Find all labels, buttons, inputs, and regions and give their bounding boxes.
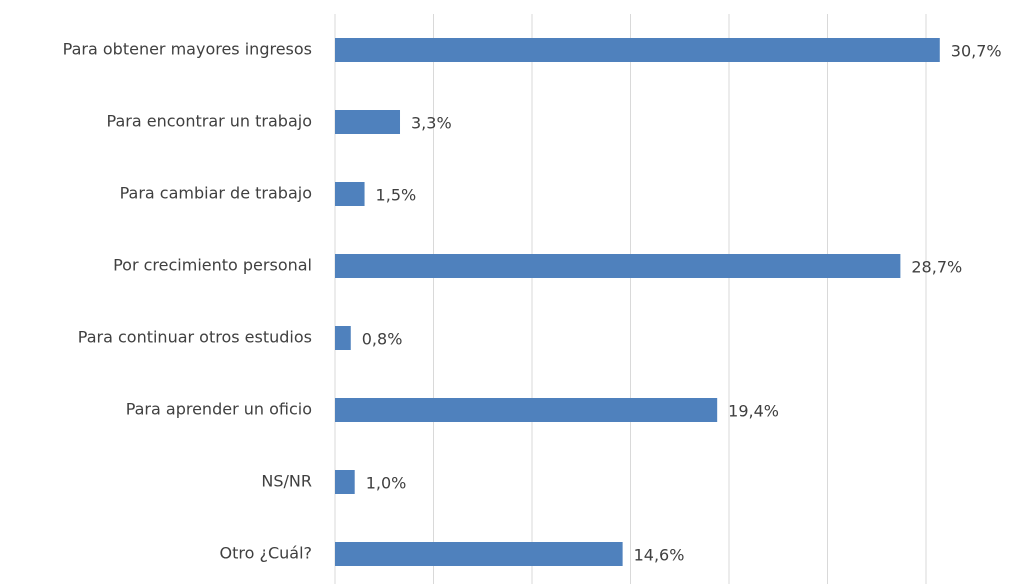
bar	[335, 254, 901, 278]
data-label: 3,3%	[411, 114, 452, 133]
y-tick-label: NS/NR	[261, 472, 312, 491]
bar	[335, 38, 940, 62]
data-label: 1,5%	[376, 186, 417, 205]
y-tick-label: Para aprender un oficio	[126, 400, 312, 419]
y-tick-label: Para continuar otros estudios	[78, 328, 312, 347]
bar	[335, 326, 351, 350]
data-label: 19,4%	[728, 402, 779, 421]
y-tick-label: Para encontrar un trabajo	[107, 112, 312, 131]
y-tick-label: Para cambiar de trabajo	[120, 184, 312, 203]
data-label: 14,6%	[634, 546, 685, 565]
bar	[335, 470, 355, 494]
data-label: 0,8%	[362, 330, 403, 349]
data-label: 1,0%	[366, 474, 407, 493]
bar	[335, 182, 365, 206]
y-tick-label: Otro ¿Cuál?	[219, 544, 312, 563]
data-label: 28,7%	[911, 258, 962, 277]
y-tick-label: Por crecimiento personal	[113, 256, 312, 275]
bar	[335, 542, 623, 566]
bar	[335, 110, 401, 134]
data-label: 30,7%	[951, 42, 1002, 61]
y-tick-label: Para obtener mayores ingresos	[63, 40, 312, 59]
bar	[335, 398, 718, 422]
